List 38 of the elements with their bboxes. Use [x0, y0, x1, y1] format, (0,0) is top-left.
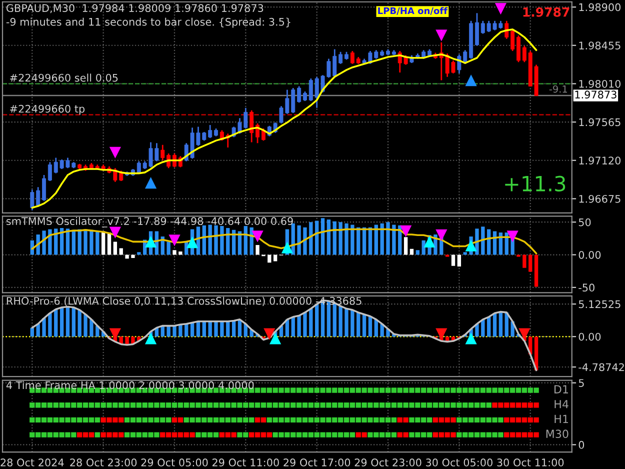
annotation: LPB/HA on/off: [378, 7, 448, 15]
x-tick-label: 30 Oct 11:00: [497, 458, 564, 466]
y-tick-label: 1.98010: [579, 80, 621, 88]
chart-title: RHO-Pro-6 (LWMA Close 0,0 11,13 CrossSlowLine) 0.00000 -4.33685: [6, 296, 362, 306]
x-tick-label: 28 Oct 23:00: [70, 458, 137, 466]
annotation: 1.9787: [523, 7, 570, 17]
y-tick-label: 0: [578, 440, 584, 449]
y-tick-label: 1.98900: [579, 3, 621, 12]
ref-line-label: #22499660 tp: [10, 104, 85, 115]
y-tick-label: 50: [578, 218, 591, 226]
y-tick-label: 1.97120: [579, 156, 621, 164]
x-tick-label: 29 Oct 05:00: [141, 458, 208, 466]
y-tick-label: 5: [578, 379, 584, 387]
x-tick-label: 29 Oct 17:00: [284, 458, 350, 466]
text: -9.1: [549, 85, 567, 93]
text: H1: [554, 414, 568, 424]
y-tick-label: 1.98455: [579, 42, 620, 50]
y-tick-label: 5.12525: [578, 300, 620, 308]
text: -9 minutes and 11 seconds to bar close. {Spread: 3.5}: [6, 18, 290, 28]
y-tick-label: -4.78742: [578, 363, 624, 372]
chart-title: 4 Time Frame HA 1.0000 2.0000 3.0000 4.0000: [6, 381, 254, 390]
text: D1: [554, 385, 568, 394]
x-tick-label: 29 Oct 23:00: [354, 458, 422, 466]
x-tick-label: 30 Oct 05:00: [426, 458, 492, 466]
x-tick-label: 28 Oct 2024: [0, 458, 64, 466]
chart-title: GBPAUD,M30 1.97984 1.98009 1.97860 1.97873: [6, 4, 264, 14]
y-tick-label: 0.00: [578, 332, 601, 341]
ref-line-label: 1.97873: [575, 90, 616, 99]
ref-line-label: #22499660 sell 0.05: [10, 74, 118, 82]
text: H4: [554, 400, 568, 408]
chart-title: smTMMS Oscilator_v7.2 -17.89 -44.98 -40.64 0.00 0.69: [6, 216, 293, 228]
x-tick-label: 29 Oct 11:00: [212, 458, 279, 466]
y-tick-label: -50: [578, 284, 594, 292]
y-tick-label: 1.96675: [579, 194, 620, 203]
text: M30: [546, 430, 568, 438]
y-tick-label: 0.00: [578, 250, 601, 259]
y-tick-label: 1.97565: [579, 118, 620, 126]
annotation: +11.3: [505, 176, 566, 192]
